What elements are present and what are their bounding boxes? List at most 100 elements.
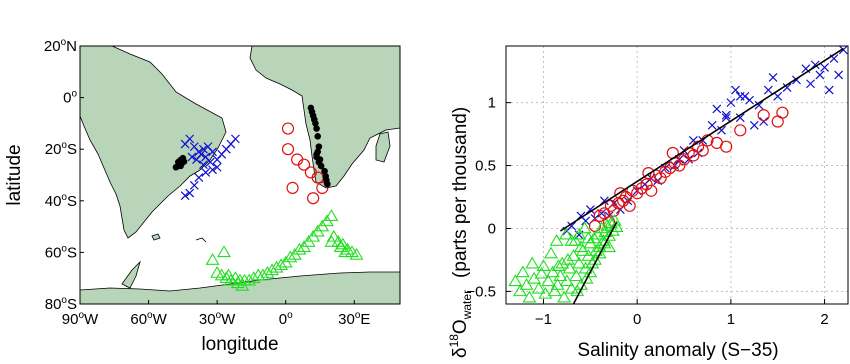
scatter-y-tick-3: 1 bbox=[488, 95, 496, 112]
map-point-s0-23 bbox=[185, 188, 195, 198]
map-point-s2-28 bbox=[326, 229, 341, 242]
scatter-point-s0-42 bbox=[824, 85, 834, 95]
scatter-point-s0-24 bbox=[726, 98, 736, 108]
scatter-point-s2-56 bbox=[572, 227, 587, 240]
scatter-point-s1-27 bbox=[720, 140, 733, 153]
map-point-s0-21-stroke bbox=[194, 173, 204, 183]
scatter-point-s2-4 bbox=[522, 290, 537, 303]
map-point-s3-13 bbox=[314, 133, 322, 140]
map-point-s3-11 bbox=[312, 120, 319, 127]
fit-line-0 bbox=[559, 47, 844, 232]
map-x-tick-4-sup: o bbox=[355, 310, 361, 321]
map-point-s1-3 bbox=[297, 158, 311, 171]
scatter-point-s0-21 bbox=[712, 104, 722, 114]
scatter-point-s2-51 bbox=[592, 246, 607, 259]
scatter-point-s1-8 bbox=[623, 199, 636, 212]
scatter-point-s0-20-stroke bbox=[707, 120, 717, 130]
map-x-tick-2: 30oW bbox=[199, 310, 236, 328]
map-point-s0-9 bbox=[192, 155, 201, 164]
scatter-point-s2-58 bbox=[560, 252, 575, 265]
scatter-point-s2-6 bbox=[531, 281, 546, 294]
map-point-s0-18-stroke bbox=[212, 162, 222, 172]
scatter-point-s2-41 bbox=[544, 246, 558, 259]
scatter-point-s0-51 bbox=[735, 91, 745, 101]
map-y-tick-4: 60oS bbox=[45, 243, 77, 261]
madagascar-landmass bbox=[375, 131, 391, 163]
scatter-y-axis-label: δ18Owater (parts per thousand) bbox=[447, 107, 474, 358]
map-point-s2-10 bbox=[246, 271, 261, 283]
map-y-tick-0-sup: o bbox=[61, 37, 67, 48]
scatter-point-s0-51-stroke bbox=[735, 91, 745, 101]
map-point-s0-11 bbox=[199, 160, 208, 170]
ylabel-units: (parts per thousand) bbox=[450, 107, 471, 278]
scatter-point-s0-30-stroke bbox=[754, 100, 764, 110]
map-point-s2-33 bbox=[349, 247, 364, 260]
scatter-point-s0-1 bbox=[567, 221, 577, 231]
map-point-s2-0 bbox=[217, 245, 231, 258]
ylabel-subscript: water bbox=[460, 290, 474, 320]
map-point-s0-20-stroke bbox=[201, 167, 211, 177]
map-point-s1-6 bbox=[286, 181, 299, 194]
map-panel: 90oW 60oW 30oW 0o 30oE20oN0o20oS40oS60oS80oS… bbox=[4, 37, 401, 355]
scatter-point-s0-41 bbox=[820, 62, 829, 72]
map-y-tick-0: 20oN bbox=[44, 37, 77, 55]
scatter-point-s2-52 bbox=[597, 236, 612, 249]
fit-line-1 bbox=[572, 221, 618, 304]
scatter-point-s2-18 bbox=[564, 281, 579, 294]
scatter-point-s2-44 bbox=[525, 256, 540, 269]
map-point-s0-19-stroke bbox=[208, 165, 217, 175]
scatter-point-s0-52 bbox=[721, 113, 731, 123]
map-point-s3-18 bbox=[317, 162, 325, 170]
scatter-point-s2-0 bbox=[508, 274, 523, 287]
scatter-y-tick-2: 0.5 bbox=[475, 158, 496, 175]
map-x-tick-0: 90oW bbox=[62, 310, 99, 328]
scatter-point-s0-25 bbox=[731, 85, 740, 95]
map-x-tick-4-dir: E bbox=[360, 311, 370, 328]
scatter-point-s2-11 bbox=[547, 284, 562, 297]
map-y-tick-3-deg: 40 bbox=[45, 193, 62, 210]
map-point-s3-6 bbox=[177, 162, 184, 170]
scatter-point-s2-59 bbox=[551, 259, 566, 271]
map-x-tick-3-sup: o bbox=[287, 310, 293, 321]
scatter-point-s0-29-stroke bbox=[749, 120, 759, 130]
scatter-point-s2-38 bbox=[605, 223, 620, 236]
scatter-point-s2-42 bbox=[549, 233, 564, 246]
scatter-point-s0-35 bbox=[782, 83, 792, 92]
map-y-tick-2: 20oS bbox=[45, 140, 77, 158]
scatter-point-s2-8 bbox=[538, 286, 553, 299]
scatter-point-s2-57 bbox=[581, 231, 596, 244]
map-point-s0-4-stroke bbox=[199, 144, 208, 154]
scatter-x-tick-1: 0 bbox=[633, 311, 641, 328]
map-y-tick-5-dir: S bbox=[67, 296, 77, 313]
map-point-s0-17 bbox=[231, 134, 240, 144]
map-x-tick-1-deg: 60 bbox=[130, 311, 147, 328]
map-point-s1-0 bbox=[281, 122, 295, 135]
map-point-s2-1 bbox=[205, 253, 220, 265]
scatter-point-s1-28 bbox=[734, 124, 747, 137]
south-america-landmass bbox=[80, 46, 227, 239]
scatter-x-tick-0: −1 bbox=[535, 311, 552, 328]
fit-lines bbox=[559, 47, 844, 304]
scatter-point-s2-60 bbox=[534, 266, 549, 279]
scatter-point-s0-41-stroke bbox=[820, 62, 829, 72]
map-point-s2-20 bbox=[292, 242, 307, 255]
map-point-s3-14 bbox=[315, 143, 323, 150]
scatter-point-s0-25-stroke bbox=[731, 85, 740, 95]
scatter-point-s2-9 bbox=[541, 274, 556, 287]
scatter-point-s2-53 bbox=[602, 240, 617, 253]
scatter-point-s0-1-stroke bbox=[567, 221, 577, 231]
scatter-point-s2-54 bbox=[573, 240, 588, 253]
map-point-s0-19 bbox=[208, 165, 217, 175]
map-y-tick-1-sup: o bbox=[71, 89, 77, 100]
map-point-s0-23-stroke bbox=[185, 188, 195, 198]
scatter-point-s1-12 bbox=[640, 178, 653, 191]
antarctic-peninsula bbox=[121, 260, 141, 289]
falkland-islands bbox=[151, 233, 161, 241]
scatter-y-tick-1: 0 bbox=[488, 220, 496, 237]
scatter-point-s0-20 bbox=[707, 120, 717, 130]
scatter-point-s0-35-stroke bbox=[782, 83, 792, 92]
map-point-s0-17-stroke bbox=[231, 134, 240, 144]
scatter-point-s1-34 bbox=[642, 167, 655, 180]
map-point-s0-24 bbox=[180, 191, 190, 201]
